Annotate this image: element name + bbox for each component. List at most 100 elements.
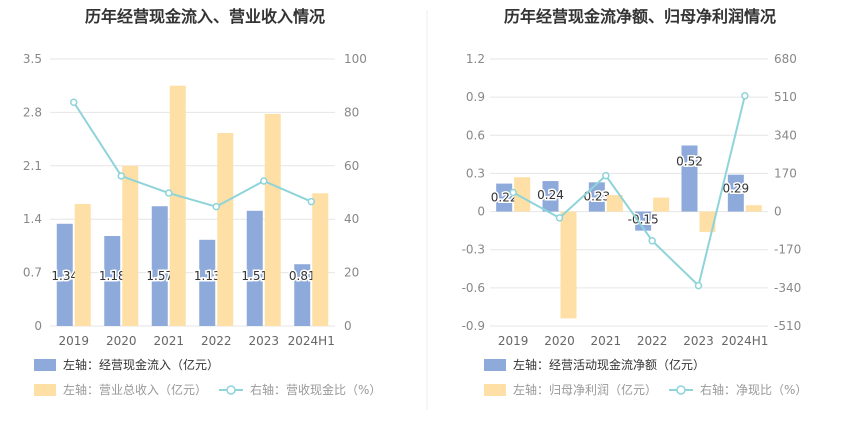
legend-line-marker: [676, 385, 686, 395]
data-label: 0.24: [537, 188, 564, 202]
y-right-tick-label: 20: [344, 266, 359, 280]
legend-swatch: [484, 384, 506, 396]
y-left-tick-label: 0.9: [466, 90, 485, 104]
y-right-tick-label: 170: [774, 166, 797, 180]
x-tick-label: 2021: [153, 334, 184, 348]
data-label: -0.15: [628, 213, 659, 227]
bar-primary: [104, 235, 121, 326]
bar-primary: [294, 264, 311, 326]
y-left-tick-label: 2.8: [23, 105, 42, 119]
bar-secondary: [653, 197, 670, 212]
bar-secondary: [699, 211, 716, 232]
bar-primary: [56, 223, 73, 326]
line-point: [602, 171, 610, 180]
legend: 左轴：经营活动现金流净额（亿元） 左轴：归母净利润（亿元） 右轴：净现比（%）: [484, 357, 807, 397]
bar-primary: [635, 211, 652, 231]
data-label: 1.51: [241, 269, 268, 283]
y-left-tick-label: -0.6: [462, 281, 485, 295]
line-point: [509, 188, 517, 197]
y-right-tick-label: -170: [774, 243, 801, 257]
x-tick-label: 2023: [248, 334, 279, 348]
y-left-tick-label: 0.7: [23, 266, 42, 280]
x-tick-label: 2020: [106, 334, 137, 348]
legend: 左轴：经营现金流入（亿元） 左轴：营业总收入（亿元） 右轴：营收现金比（%）: [34, 357, 381, 397]
line-point: [307, 197, 315, 206]
legend-label: 左轴：经营现金流入（亿元）: [63, 357, 219, 372]
chart-title: 历年经营现金流净额、归母净利润情况: [504, 7, 776, 26]
y-left-tick-label: 3.5: [23, 52, 42, 66]
data-label: 0.81: [289, 269, 316, 283]
legend-swatch: [34, 384, 56, 396]
bar-primary: [588, 182, 605, 212]
y-left-tick-label: 0.6: [466, 128, 485, 142]
legend-line-marker: [226, 385, 236, 395]
line-series: [72, 101, 312, 208]
line-point: [212, 202, 220, 211]
legend-label: 左轴：归母净利润（亿元）: [513, 382, 657, 397]
bar-primary: [542, 181, 559, 212]
data-label: 1.34: [51, 269, 78, 283]
x-tick-label: 2020: [544, 334, 575, 348]
bar-primary: [727, 174, 744, 212]
y-left-tick-label: 0.3: [466, 166, 485, 180]
data-label: 1.57: [146, 269, 173, 283]
bar-primary: [246, 210, 263, 326]
data-label: 1.13: [194, 269, 221, 283]
line-point: [648, 236, 656, 245]
line-point: [694, 281, 703, 290]
bar-primary: [199, 239, 216, 326]
y-left-tick-label: -0.9: [462, 319, 485, 333]
x-tick-label: 2022: [637, 334, 668, 348]
y-left-tick-label: -0.3: [462, 243, 485, 257]
bar-secondary: [745, 205, 762, 212]
legend-swatch: [484, 359, 506, 371]
y-right-tick-label: 340: [774, 128, 797, 142]
y-right-tick-label: 510: [774, 90, 797, 104]
y-right-tick-label: 0: [774, 205, 782, 219]
line-point: [165, 189, 173, 197]
bar-secondary: [312, 193, 329, 326]
data-label: 0.52: [676, 154, 703, 168]
bar-secondary: [606, 195, 623, 212]
legend-label: 右轴：营收现金比（%）: [250, 382, 381, 397]
data-label: 0.23: [583, 189, 610, 203]
bar-secondary: [514, 177, 531, 212]
y-right-tick-label: 60: [344, 159, 359, 173]
data-label: 0.29: [722, 182, 749, 196]
bar-secondary: [169, 85, 186, 326]
bar-secondary: [74, 203, 91, 326]
chart-title: 历年经营现金流入、营业收入情况: [85, 7, 325, 26]
x-tick-label: 2023: [683, 334, 714, 348]
legend-label: 右轴：净现比（%）: [700, 382, 807, 397]
legend-label: 左轴：营业总收入（亿元）: [63, 382, 207, 397]
y-right-tick-label: 80: [344, 105, 359, 119]
x-tick-label: 2019: [58, 334, 89, 348]
bar-secondary: [560, 211, 577, 319]
data-label: 1.18: [99, 269, 126, 283]
bar-secondary: [122, 165, 139, 326]
y-right-tick-label: -510: [774, 319, 801, 333]
line-point: [260, 177, 268, 185]
y-right-tick-label: 100: [344, 52, 367, 66]
bar-primary: [681, 145, 698, 212]
y-left-tick-label: 1.2: [466, 52, 485, 66]
y-left-tick-label: 2.1: [23, 159, 42, 173]
legend-label: 左轴：经营活动现金流净额（亿元）: [513, 357, 705, 372]
y-left-tick-label: 0: [34, 319, 42, 333]
x-tick-label: 2024H1: [721, 334, 768, 348]
line-point: [117, 172, 125, 180]
x-tick-label: 2022: [201, 334, 232, 348]
line-point: [555, 214, 564, 222]
net-cash-flow-profit-chart: 历年经营现金流净额、归母净利润情况 -0.9 -0.6 -0.3 0 0.3 0.6 0.9…: [462, 7, 808, 397]
bar-secondary: [264, 113, 281, 326]
bar-secondary: [217, 132, 234, 326]
cash-inflow-revenue-chart: 历年经营现金流入、营业收入情况 0 0.7 1.4 2.1 2.8 3.5 0 20 40 60 8…: [23, 7, 382, 397]
y-right-tick-label: 0: [344, 319, 352, 333]
y-left-tick-label: 1.4: [23, 212, 42, 226]
bar-primary: [496, 183, 513, 212]
legend-swatch: [34, 359, 56, 371]
x-tick-label: 2019: [498, 334, 529, 348]
y-right-tick-label: 680: [774, 52, 797, 66]
line-point: [70, 98, 78, 107]
